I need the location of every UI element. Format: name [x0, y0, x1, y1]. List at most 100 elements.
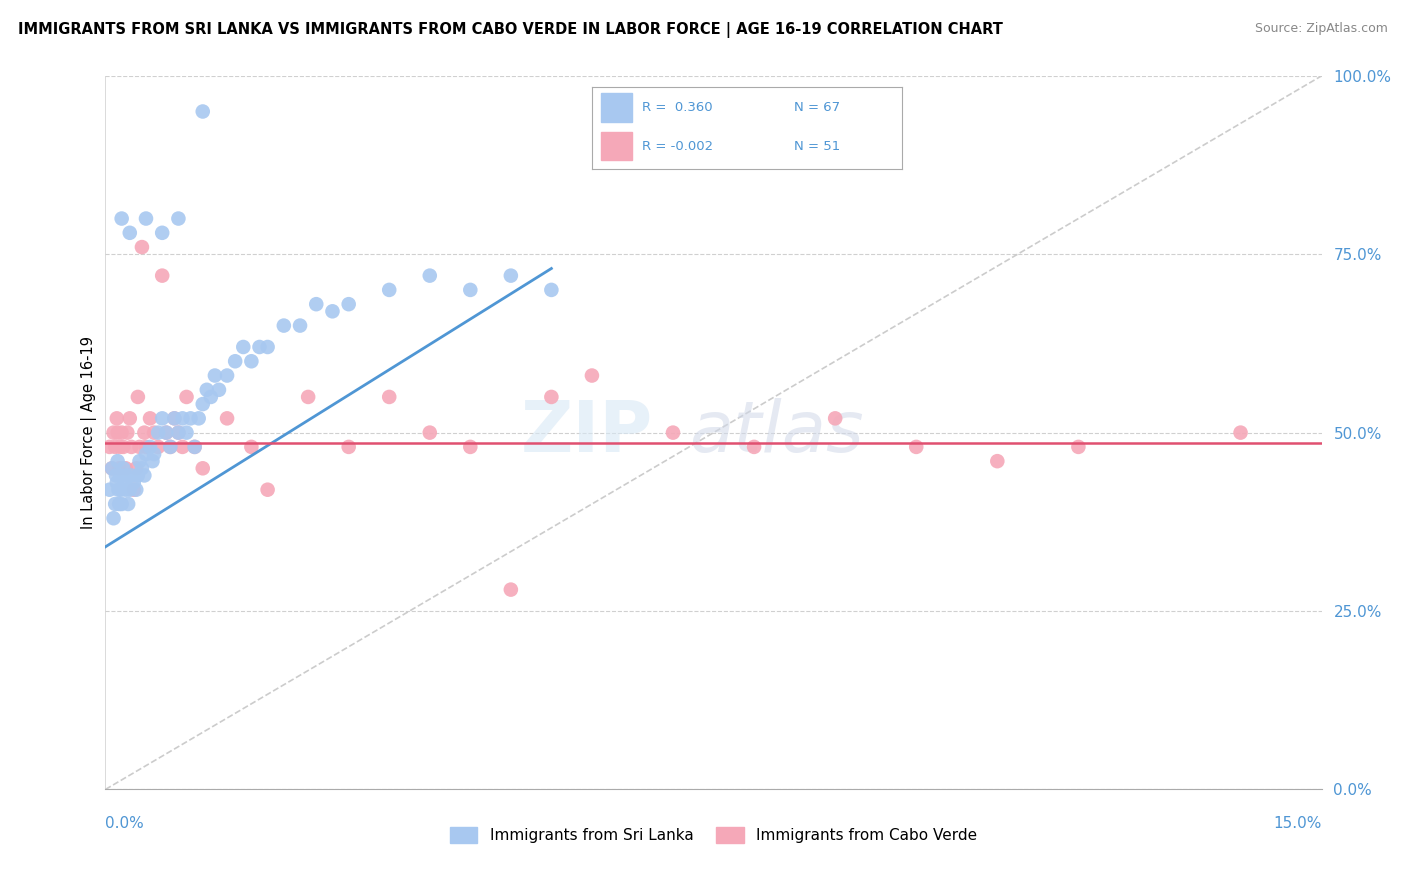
Point: [458, 283, 481, 297]
Point: [135, 211, 157, 226]
Point: [167, 425, 190, 440]
Point: [155, 425, 177, 440]
Point: [183, 440, 205, 454]
Point: [249, 340, 271, 354]
Point: [114, 475, 136, 490]
Point: [105, 475, 128, 490]
Point: [824, 411, 846, 425]
Point: [111, 425, 134, 440]
Point: [172, 411, 194, 425]
Point: [163, 411, 186, 425]
Point: [540, 390, 562, 404]
Point: [1067, 440, 1090, 454]
Point: [112, 440, 135, 454]
Point: [114, 483, 136, 497]
Point: [128, 454, 150, 468]
Point: [108, 461, 131, 475]
Point: [195, 383, 218, 397]
Point: [163, 411, 186, 425]
Point: [150, 226, 173, 240]
Text: 0.0%: 0.0%: [105, 816, 145, 831]
Text: 15.0%: 15.0%: [1274, 816, 1322, 831]
Point: [499, 268, 522, 283]
Point: [131, 461, 153, 475]
Text: IMMIGRANTS FROM SRI LANKA VS IMMIGRANTS FROM CABO VERDE IN LABOR FORCE | AGE 16-: IMMIGRANTS FROM SRI LANKA VS IMMIGRANTS …: [18, 22, 1002, 38]
Point: [176, 425, 198, 440]
Point: [141, 454, 163, 468]
Point: [108, 440, 131, 454]
Point: [240, 440, 263, 454]
Point: [191, 397, 214, 411]
Point: [117, 425, 139, 440]
Point: [101, 461, 124, 475]
Point: [143, 447, 166, 461]
Point: [122, 475, 145, 490]
Point: [111, 211, 134, 226]
Point: [118, 226, 141, 240]
Point: [127, 468, 149, 483]
Point: [150, 411, 173, 425]
Text: atlas: atlas: [689, 398, 863, 467]
Point: [905, 440, 928, 454]
Point: [108, 497, 131, 511]
Point: [115, 468, 138, 483]
Point: [159, 440, 181, 454]
Point: [111, 497, 134, 511]
Point: [139, 440, 162, 454]
Point: [117, 497, 139, 511]
Point: [217, 411, 239, 425]
Point: [378, 390, 401, 404]
Point: [217, 368, 239, 383]
Point: [232, 340, 254, 354]
Point: [134, 425, 156, 440]
Point: [191, 104, 214, 119]
Point: [297, 390, 319, 404]
Legend: Immigrants from Sri Lanka, Immigrants from Cabo Verde: Immigrants from Sri Lanka, Immigrants fr…: [444, 821, 983, 849]
Point: [105, 411, 128, 425]
Point: [155, 425, 177, 440]
Point: [101, 461, 124, 475]
Point: [118, 411, 141, 425]
Point: [104, 468, 127, 483]
Point: [288, 318, 311, 333]
Point: [208, 383, 231, 397]
Point: [540, 283, 562, 297]
Point: [167, 211, 190, 226]
Point: [114, 461, 136, 475]
Point: [378, 283, 401, 297]
Point: [146, 425, 169, 440]
Point: [321, 304, 343, 318]
Point: [135, 447, 157, 461]
Point: [187, 411, 209, 425]
Point: [419, 425, 441, 440]
Point: [120, 440, 142, 454]
Point: [337, 297, 360, 311]
Point: [107, 483, 129, 497]
Point: [134, 468, 156, 483]
Point: [131, 240, 153, 254]
Point: [183, 440, 205, 454]
Point: [742, 440, 765, 454]
Point: [204, 368, 226, 383]
Point: [176, 390, 198, 404]
Y-axis label: In Labor Force | Age 16-19: In Labor Force | Age 16-19: [82, 336, 97, 529]
Point: [127, 390, 149, 404]
Text: ZIP: ZIP: [520, 398, 652, 467]
Point: [986, 454, 1008, 468]
Point: [98, 440, 121, 454]
Text: Source: ZipAtlas.com: Source: ZipAtlas.com: [1254, 22, 1388, 36]
Point: [120, 468, 142, 483]
Point: [143, 425, 166, 440]
Point: [256, 483, 278, 497]
Point: [167, 425, 190, 440]
Point: [180, 411, 202, 425]
Point: [107, 454, 129, 468]
Point: [118, 483, 141, 497]
Point: [159, 440, 181, 454]
Point: [103, 425, 125, 440]
Point: [112, 461, 135, 475]
Point: [108, 468, 131, 483]
Point: [240, 354, 263, 368]
Point: [256, 340, 278, 354]
Point: [458, 440, 481, 454]
